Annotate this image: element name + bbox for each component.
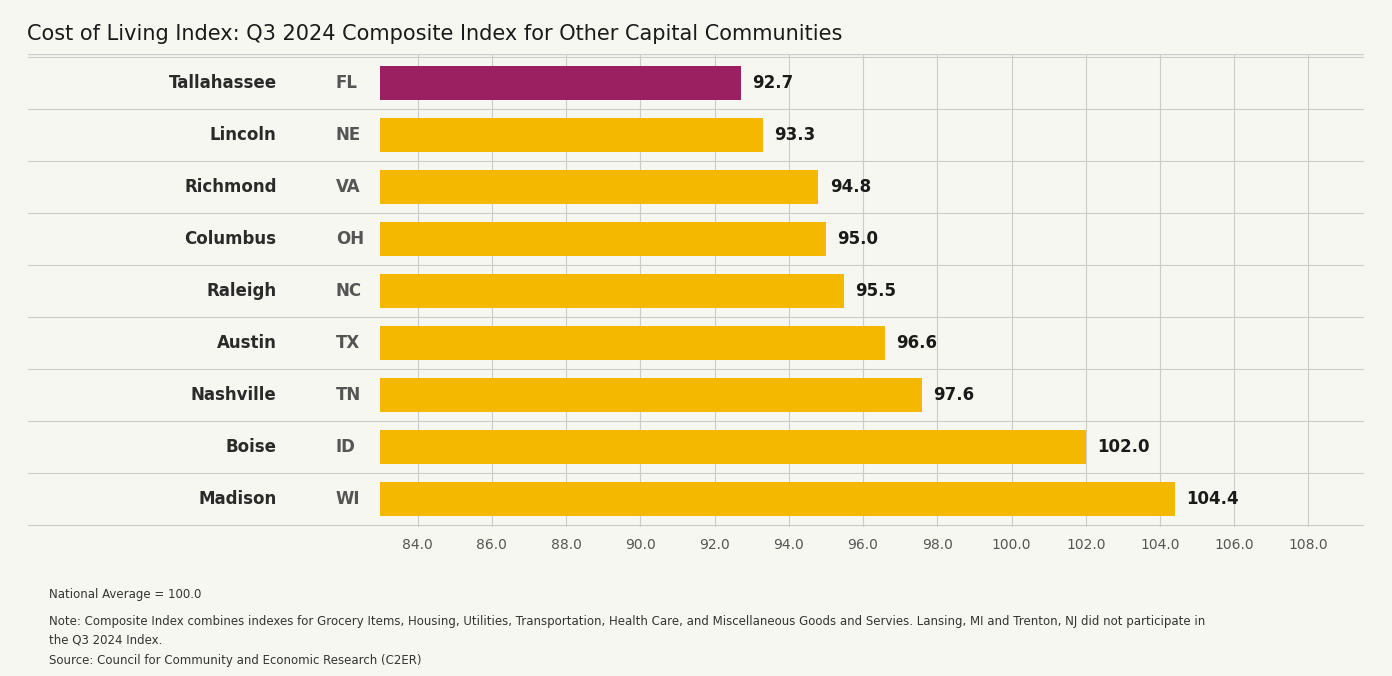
Text: Source: Council for Community and Economic Research (C2ER): Source: Council for Community and Econom…	[49, 654, 422, 667]
Text: Madison: Madison	[198, 489, 277, 508]
Text: Tallahassee: Tallahassee	[168, 74, 277, 92]
Text: Austin: Austin	[217, 334, 277, 352]
Text: Note: Composite Index combines indexes for Grocery Items, Housing, Utilities, Tr: Note: Composite Index combines indexes f…	[49, 615, 1205, 628]
Text: OH: OH	[335, 230, 365, 247]
Bar	[380, 118, 763, 151]
Bar	[380, 430, 1086, 464]
Text: NE: NE	[335, 126, 361, 144]
Bar	[380, 482, 1175, 516]
Text: TN: TN	[335, 386, 361, 404]
Text: 95.0: 95.0	[837, 230, 878, 247]
Text: National Average = 100.0: National Average = 100.0	[49, 588, 200, 601]
Text: FL: FL	[335, 74, 358, 92]
Text: 94.8: 94.8	[830, 178, 871, 195]
Text: 104.4: 104.4	[1186, 489, 1239, 508]
Text: ID: ID	[335, 437, 356, 456]
Text: Nashville: Nashville	[191, 386, 277, 404]
Bar	[380, 378, 923, 412]
Text: 96.6: 96.6	[896, 334, 937, 352]
Text: 92.7: 92.7	[752, 74, 793, 92]
Text: WI: WI	[335, 489, 361, 508]
Text: Raleigh: Raleigh	[206, 282, 277, 299]
Text: Lincoln: Lincoln	[210, 126, 277, 144]
Text: the Q3 2024 Index.: the Q3 2024 Index.	[49, 633, 161, 646]
Bar	[380, 170, 818, 203]
Bar	[380, 274, 845, 308]
Text: NC: NC	[335, 282, 362, 299]
Text: 93.3: 93.3	[774, 126, 816, 144]
Text: TX: TX	[335, 334, 361, 352]
Text: Boise: Boise	[226, 437, 277, 456]
Text: Richmond: Richmond	[184, 178, 277, 195]
Text: Columbus: Columbus	[185, 230, 277, 247]
Bar	[380, 222, 825, 256]
Text: 97.6: 97.6	[934, 386, 974, 404]
Bar	[380, 326, 885, 360]
Text: 102.0: 102.0	[1097, 437, 1150, 456]
Text: Cost of Living Index: Q3 2024 Composite Index for Other Capital Communities: Cost of Living Index: Q3 2024 Composite …	[26, 24, 842, 44]
Text: VA: VA	[335, 178, 361, 195]
Text: 95.5: 95.5	[856, 282, 896, 299]
Bar	[380, 66, 741, 99]
